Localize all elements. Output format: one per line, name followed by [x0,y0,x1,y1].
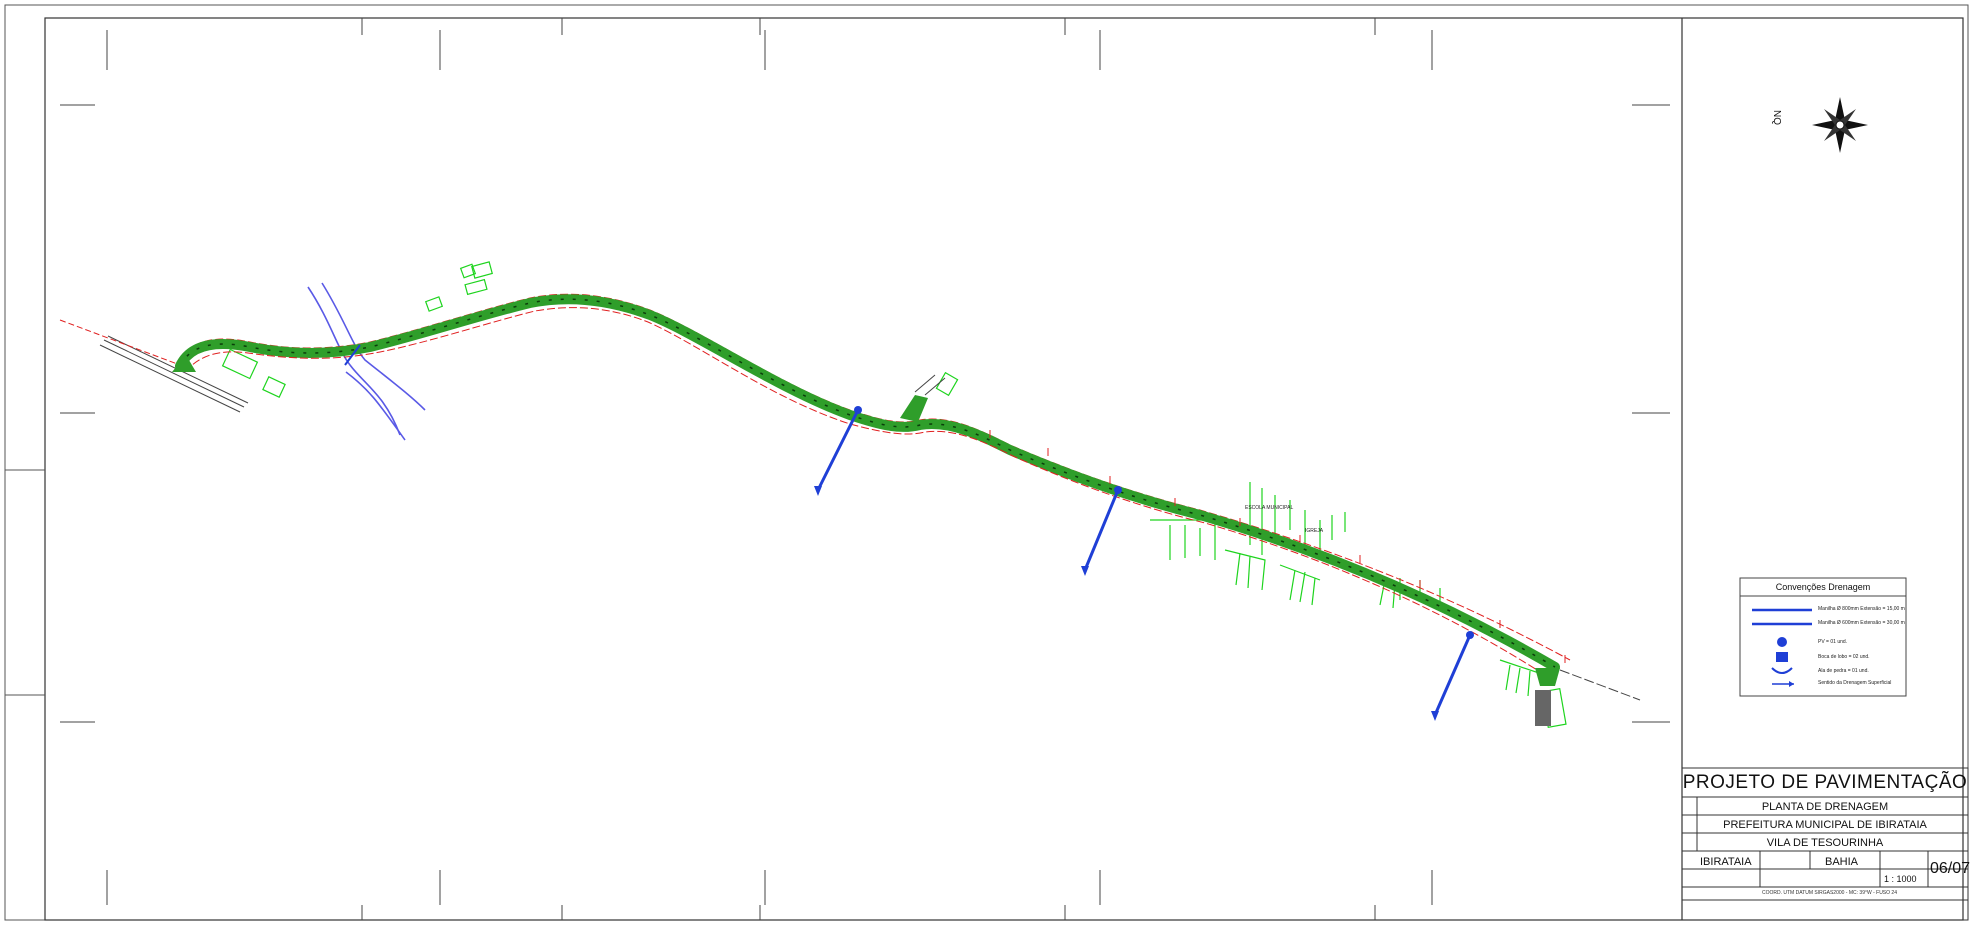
river [307,282,426,441]
legend-item-manhole: PV = 01 und. [1818,639,1848,645]
road-end-east [1535,668,1560,686]
inner-frame [44,17,1964,921]
road-boundary-north [179,293,1571,661]
grid-ticks [60,18,1670,920]
road-pavement [175,294,1560,672]
legend-item-pipe-800: Manilha Ø 800mm Extensão = 15,00 m [1818,606,1905,612]
drawing-name: PLANTA DE DRENAGEM [1761,801,1889,813]
buildings [221,261,1567,728]
outer-frame [4,4,1969,921]
drainage-outlets [814,406,1474,721]
legend-item-flow: Sentido da Drenagem Superficial [1818,680,1892,686]
sheet-number: 06/07 [1930,860,1971,877]
road-boundary-south [184,307,1546,676]
project-title: PROJETO DE PAVIMENTAÇÃO [1682,772,1968,793]
legend-title: Convenções Drenagem [1775,582,1871,592]
north-label: NQ [1771,110,1782,125]
location-name: VILA DE TESOURINHA [1766,837,1884,849]
school-label: ESCOLA MUNICIPAL [1245,505,1294,511]
crosswalk [1535,690,1551,726]
existing-road [59,319,249,413]
north-arrow-icon [1812,97,1868,153]
inlet-icon [1776,652,1788,662]
road-end-west [172,355,196,372]
legend-item-headwall: Ala de pedra = 01 und. [1818,668,1869,674]
municipality: IBIRATAIA [1700,856,1752,868]
side-road-junction [900,395,928,422]
station-markers [989,430,1566,663]
state: BAHIA [1825,856,1859,868]
title-block-grid [1681,767,1969,921]
client-name: PREFEITURA MUNICIPAL DE IBIRATAIA [1723,819,1927,831]
manhole-icon [1777,637,1787,647]
road-continuation [1559,669,1641,701]
road-axis [179,298,1556,668]
legend-symbols [1752,608,1812,687]
legend-item-inlet: Boca de lobo = 02 und. [1818,654,1870,660]
coordinates-note: COORD. UTM DATUM SIRGAS2000 - MC: 39°W -… [1762,890,1897,896]
drainage-pipes [344,344,1472,716]
scale: 1 : 1000 [1884,874,1917,884]
headwall-icon [1771,667,1793,674]
legend-item-pipe-600: Manilha Ø 600mm Extensão = 30,00 m [1818,620,1905,626]
igreja-label: IGREJA [1305,528,1324,534]
